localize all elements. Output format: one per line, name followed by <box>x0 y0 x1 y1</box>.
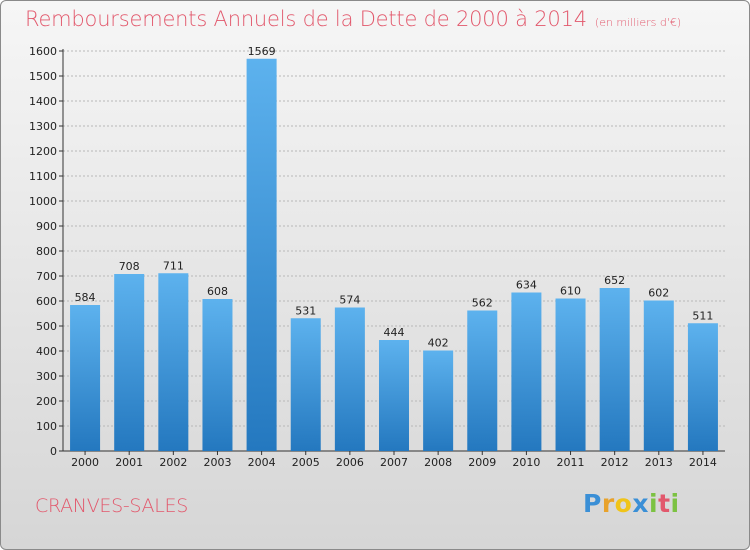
bar-2014 <box>687 323 718 451</box>
y-tick-label: 100 <box>36 420 57 433</box>
y-tick-label: 1300 <box>29 120 57 133</box>
logo-letter: P <box>583 489 602 518</box>
bar-2004 <box>246 58 277 451</box>
chart-subtitle: (en milliers d'€) <box>594 16 682 29</box>
bar-2011 <box>555 298 586 451</box>
x-tick-label-2000: 2000 <box>71 456 99 469</box>
logo-letter: i <box>670 489 680 518</box>
bar-2002 <box>158 273 189 451</box>
bar-2008 <box>423 350 454 451</box>
value-label-2006: 574 <box>339 294 360 307</box>
x-tick-label-2003: 2003 <box>203 456 231 469</box>
y-tick-label: 600 <box>36 295 57 308</box>
logo-letter: o <box>614 489 633 518</box>
value-label-2005: 531 <box>295 304 316 317</box>
value-label-2003: 608 <box>207 285 228 298</box>
value-label-2010: 634 <box>516 279 537 292</box>
y-tick-label: 900 <box>36 220 57 233</box>
y-tick-label: 200 <box>36 395 57 408</box>
y-tick-label: 400 <box>36 345 57 358</box>
value-label-2007: 444 <box>384 326 405 339</box>
x-tick-label-2002: 2002 <box>159 456 187 469</box>
proxiti-logo[interactable]: Proxiti <box>583 489 680 518</box>
bar-2001 <box>114 274 145 451</box>
y-tick-label: 1500 <box>29 70 57 83</box>
value-label-2009: 562 <box>472 297 493 310</box>
logo-letter: i <box>649 489 659 518</box>
y-tick-label: 500 <box>36 320 57 333</box>
y-tick-label: 700 <box>36 270 57 283</box>
y-tick-label: 1200 <box>29 145 57 158</box>
logo-letter: x <box>632 489 649 518</box>
value-label-2014: 511 <box>692 309 713 322</box>
chart-title-text: Remboursements Annuels de la Dette de 20… <box>25 7 587 31</box>
chart-title: Remboursements Annuels de la Dette de 20… <box>25 7 681 31</box>
bar-2010 <box>511 292 542 451</box>
x-tick-label-2005: 2005 <box>292 456 320 469</box>
x-tick-label-2004: 2004 <box>248 456 276 469</box>
x-tick-label-2014: 2014 <box>689 456 717 469</box>
logo-letter: t <box>658 489 671 518</box>
bar-2006 <box>334 307 365 451</box>
commune-name: CRANVES-SALES <box>35 495 188 517</box>
y-tick-label: 1100 <box>29 170 57 183</box>
value-label-2000: 584 <box>75 291 96 304</box>
bar-2005 <box>290 318 321 451</box>
x-tick-label-2013: 2013 <box>645 456 673 469</box>
bar-2000 <box>70 305 101 451</box>
x-tick-label-2010: 2010 <box>512 456 540 469</box>
y-tick-label: 1400 <box>29 95 57 108</box>
logo-letter: r <box>601 489 615 518</box>
value-label-2002: 711 <box>163 259 184 272</box>
bar-2012 <box>599 288 630 451</box>
x-tick-label-2001: 2001 <box>115 456 143 469</box>
bars <box>70 58 718 451</box>
x-tick-label-2008: 2008 <box>424 456 452 469</box>
x-tick-label-2009: 2009 <box>468 456 496 469</box>
y-tick-label: 1600 <box>29 45 57 58</box>
value-label-2004: 1569 <box>248 45 276 58</box>
value-label-2011: 610 <box>560 285 581 298</box>
bar-2013 <box>643 300 674 451</box>
x-tick-label-2007: 2007 <box>380 456 408 469</box>
y-tick-label: 0 <box>50 445 57 458</box>
labels: 0 100 200 300 400 500 600 700 800 900 1000 1100 1200… <box>29 45 717 469</box>
x-tick-label-2006: 2006 <box>336 456 364 469</box>
x-tick-label-2011: 2011 <box>557 456 585 469</box>
bar-2007 <box>378 340 410 451</box>
value-label-2012: 652 <box>604 274 625 287</box>
bar-2003 <box>202 299 233 451</box>
value-label-2013: 602 <box>648 287 669 300</box>
value-label-2001: 708 <box>119 260 140 273</box>
x-tick-label-2012: 2012 <box>601 456 629 469</box>
y-tick-label: 300 <box>36 370 57 383</box>
y-tick-label: 800 <box>36 245 57 258</box>
y-tick-label: 1000 <box>29 195 57 208</box>
bar-2009 <box>467 310 498 451</box>
value-label-2008: 402 <box>428 337 449 350</box>
